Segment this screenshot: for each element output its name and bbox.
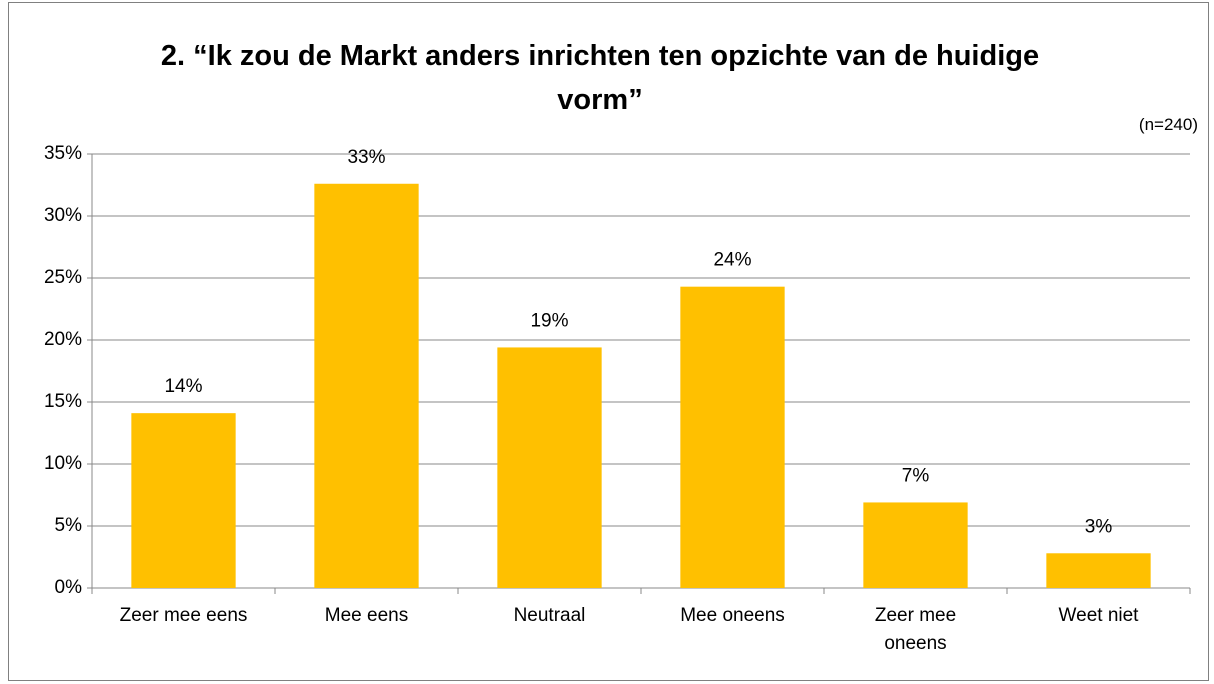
data-label: 24% <box>713 250 751 271</box>
y-tick-label: 5% <box>55 515 83 536</box>
bar <box>863 502 968 588</box>
data-label: 14% <box>164 376 202 397</box>
chart-border <box>8 2 1209 681</box>
y-tick-label: 20% <box>44 329 82 350</box>
x-tick-label: Neutraal <box>513 605 586 626</box>
data-label: 3% <box>1085 516 1113 537</box>
y-tick-label: 10% <box>44 453 82 474</box>
bar <box>1046 553 1151 588</box>
x-tick-label: Mee oneens <box>680 605 785 626</box>
y-tick-label: 25% <box>44 267 82 288</box>
y-tick-label: 30% <box>44 205 82 226</box>
bar <box>131 413 236 588</box>
bar <box>680 286 785 588</box>
bar <box>314 183 419 588</box>
data-label: 33% <box>347 147 385 168</box>
data-label: 19% <box>530 310 568 331</box>
y-tick-label: 0% <box>55 577 83 598</box>
data-label: 7% <box>902 465 930 486</box>
chart-title: 2. “Ik zou de Markt anders inrichten ten… <box>160 40 1040 116</box>
x-tick-label: Zeer mee eens <box>119 605 248 626</box>
x-tick-label: Mee eens <box>324 605 409 626</box>
chart-subtitle: (n=240) <box>1138 115 1198 134</box>
x-tick-label: Zeer mee oneens <box>874 605 957 654</box>
x-tick-label: Weet niet <box>1058 605 1139 626</box>
bar <box>497 347 602 588</box>
y-tick-label: 35% <box>44 143 82 164</box>
y-tick-label: 15% <box>44 391 82 412</box>
